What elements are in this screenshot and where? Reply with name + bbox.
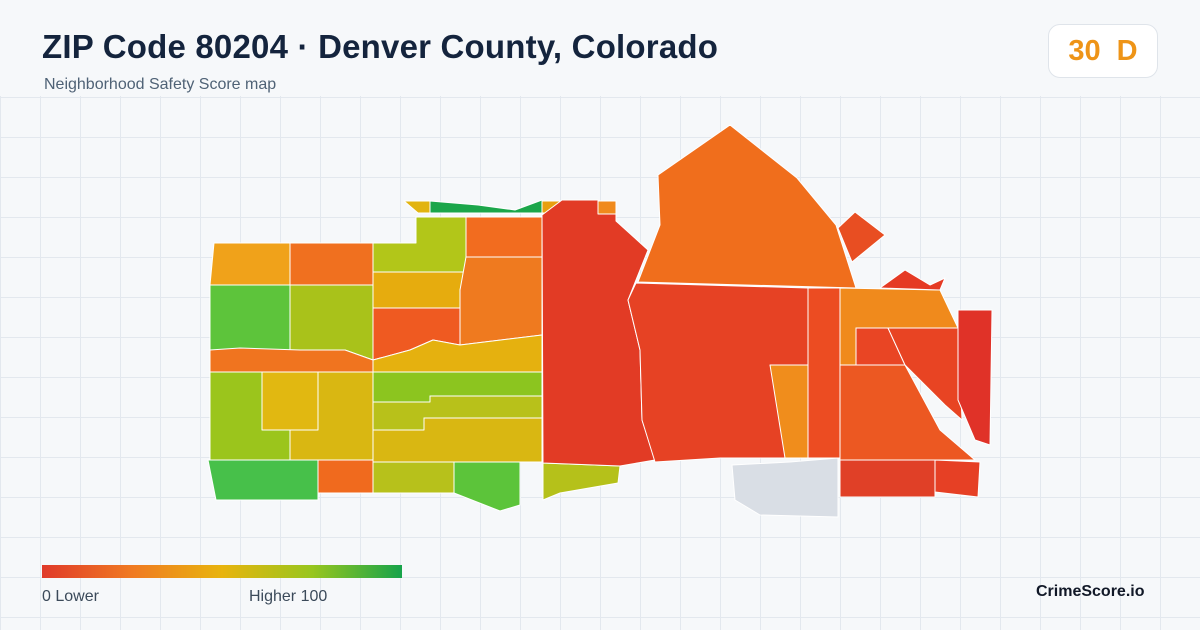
map-region[interactable] [209,242,291,286]
page-subtitle: Neighborhood Safety Score map [44,76,277,93]
map-region[interactable] [887,327,963,421]
map-region-no-data [731,457,839,518]
map-region[interactable] [542,462,621,501]
safety-score-badge: 30 D [1048,24,1158,78]
map-region[interactable] [317,459,374,494]
legend-max-label: Higher 100 [249,588,328,605]
map-region[interactable] [839,364,976,461]
map-region[interactable] [403,200,431,214]
map-region[interactable] [541,199,656,467]
map-region[interactable] [637,124,857,289]
map-region[interactable] [372,461,455,494]
map-region[interactable] [459,256,543,346]
map-region[interactable] [879,269,946,291]
safety-score-grade: D [1116,34,1138,67]
page-title: ZIP Code 80204 · Denver County, Colorado [42,28,719,65]
map-region[interactable] [372,216,467,273]
map-region[interactable] [597,200,617,215]
map-region[interactable] [837,211,886,263]
map-region[interactable] [429,199,543,214]
map-region[interactable] [209,347,374,373]
brand-logo-text: CrimeScore.io [1036,583,1145,600]
map-region[interactable] [934,459,981,498]
map-region[interactable] [465,216,543,258]
legend-color-scale [42,565,402,578]
map-region[interactable] [839,459,936,498]
map-region[interactable] [807,287,841,459]
map-region[interactable] [372,271,467,309]
map-region[interactable] [207,459,319,501]
safety-score-value: 30 [1068,34,1101,67]
map-region[interactable] [453,461,521,512]
map-region[interactable] [957,309,993,446]
map-region[interactable] [209,284,291,351]
map-region[interactable] [261,371,319,431]
map-region[interactable] [289,284,374,361]
map-region[interactable] [289,242,374,286]
legend-min-label: 0 Lower [42,588,99,605]
